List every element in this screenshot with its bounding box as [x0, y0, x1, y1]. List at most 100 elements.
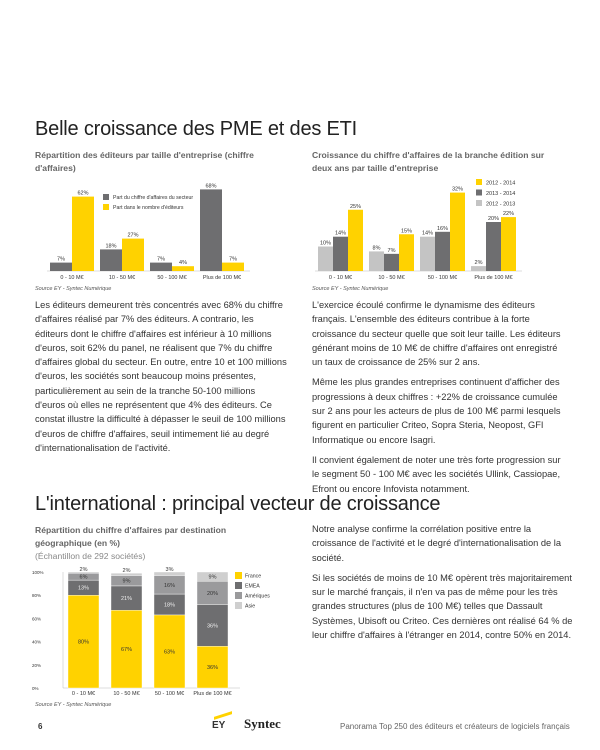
y-tick-label: 60% [32, 616, 41, 621]
bar-segment [67, 571, 100, 574]
data-label: 25% [350, 204, 361, 210]
bar [384, 253, 399, 271]
data-label: 80% [78, 640, 89, 646]
bar-segment [67, 595, 100, 689]
paragraph: Il convient également de noter une très … [312, 454, 561, 494]
section1-right-text: L'exercice écoulé confirme le dynamisme … [312, 298, 570, 502]
legend-swatch [235, 582, 242, 589]
data-label: 36% [207, 665, 218, 671]
legend-label: Asie [245, 604, 255, 610]
legend-swatch [103, 194, 109, 200]
y-tick-label: 20% [32, 663, 41, 668]
legend-label: EMEA [245, 584, 260, 590]
data-label: 68% [205, 183, 216, 189]
bar [100, 249, 122, 271]
bar [72, 196, 94, 271]
chart2-title: Croissance du chiffre d'affaires de la b… [312, 150, 545, 173]
data-label: 7% [229, 257, 237, 263]
chart2: 10% 14% 25% 0 - 10 M€ 8% 7% 15% 10 - 50 M€ 14% 16… [315, 179, 522, 281]
data-label: 32% [452, 187, 463, 193]
legend-swatch [476, 189, 482, 196]
data-label: 18% [164, 602, 175, 608]
chart3: 0% 20% 40% 60% 80% 100% 80% 13% 6% 2% 0 - 10 M€ 67%… [32, 567, 270, 697]
chart1-title: Répartition des éditeurs par taille d'en… [35, 150, 254, 173]
category-label: 10 - 50 M€ [109, 275, 135, 281]
data-label: 21% [121, 596, 132, 602]
bar-segment [153, 571, 186, 576]
data-label: 8% [373, 245, 381, 251]
legend-label: Part du chiffre d'affaires du secteur [113, 195, 193, 201]
data-label: 13% [78, 586, 89, 592]
data-label: 9% [209, 575, 217, 581]
data-label: 2% [123, 568, 131, 574]
legend-label: 2012 - 2014 [486, 181, 515, 187]
bar [399, 234, 414, 271]
y-tick-label: 0% [32, 686, 39, 691]
chart2-source: Source EY - Syntec Numérique [312, 286, 389, 292]
data-label: 4% [179, 260, 187, 266]
bar [122, 238, 144, 271]
chart3-subtitle: (Échantillon de 292 sociétés) [35, 551, 146, 561]
data-label: 62% [77, 191, 88, 197]
bar-segment [110, 610, 143, 689]
bar [200, 189, 222, 271]
category-label: 0 - 10 M€ [72, 691, 95, 697]
section1-title: Belle croissance des PME et des ETI [35, 118, 358, 140]
legend-label: 2012 - 2013 [486, 202, 515, 208]
category-label: Plus de 100 M€ [203, 275, 241, 281]
chart1: 7% 62% 0 - 10 M€ 18% 27% 10 - 50 M€ 7% 4% 50 - 1… [47, 183, 250, 281]
legend-swatch [235, 592, 242, 599]
data-label: 9% [123, 579, 131, 585]
bar [50, 262, 72, 271]
data-label: 3% [166, 567, 174, 573]
legend-label: 2013 - 2014 [486, 191, 515, 197]
chart3-title: Répartition du chiffre d'affaires par de… [35, 525, 227, 548]
bar [471, 266, 486, 271]
category-label: 10 - 50 M€ [378, 275, 404, 281]
bar [172, 266, 194, 271]
bar [150, 262, 172, 271]
data-label: 2% [475, 260, 483, 266]
section2-title: L'international : principal vecteur de c… [35, 493, 441, 515]
data-label: 7% [388, 248, 396, 254]
y-tick-label: 40% [32, 640, 41, 645]
category-label: 50 - 100 M€ [157, 275, 186, 281]
category-label: Plus de 100 M€ [474, 275, 512, 281]
bar [435, 231, 450, 271]
data-label: 14% [422, 231, 433, 237]
chart3-source: Source EY - Syntec Numérique [35, 702, 112, 708]
category-label: 50 - 100 M€ [155, 691, 184, 697]
paragraph: Si les sociétés de moins de 10 M€ opèren… [312, 572, 573, 641]
data-label: 15% [401, 228, 412, 234]
data-label: 27% [127, 233, 138, 239]
category-label: 0 - 10 M€ [60, 275, 83, 281]
bar-segment [196, 571, 229, 582]
data-label: 14% [335, 231, 346, 237]
paragraph: Notre analyse confirme la corrélation po… [312, 524, 562, 563]
legend-swatch [235, 572, 242, 579]
data-label: 10% [320, 241, 331, 247]
data-label: 20% [488, 216, 499, 222]
data-label: 7% [57, 257, 65, 263]
bar [420, 236, 435, 271]
data-label: 22% [503, 211, 514, 217]
publication-title: Panorama Top 250 des éditeurs et créateu… [340, 722, 570, 731]
chart1-source: Source EY - Syntec Numérique [35, 286, 112, 292]
data-label: 20% [207, 591, 218, 597]
bar [222, 262, 244, 271]
bar-segment [196, 646, 229, 689]
bar [369, 251, 384, 271]
data-label: 16% [437, 226, 448, 232]
legend-swatch [235, 602, 242, 609]
category-label: Plus de 100 M€ [193, 691, 231, 697]
data-label: 63% [164, 649, 175, 655]
data-label: 7% [157, 257, 165, 263]
ey-logo: EY [212, 711, 234, 738]
data-label: 36% [207, 623, 218, 629]
bar [486, 222, 501, 271]
y-tick-label: 100% [32, 570, 44, 575]
legend-swatch [476, 200, 482, 206]
section2-right-text: Notre analyse confirme la corrélation po… [312, 522, 574, 648]
category-label: 0 - 10 M€ [329, 275, 352, 281]
section1-left-paragraph: Les éditeurs demeurent très concentrés a… [35, 300, 287, 453]
